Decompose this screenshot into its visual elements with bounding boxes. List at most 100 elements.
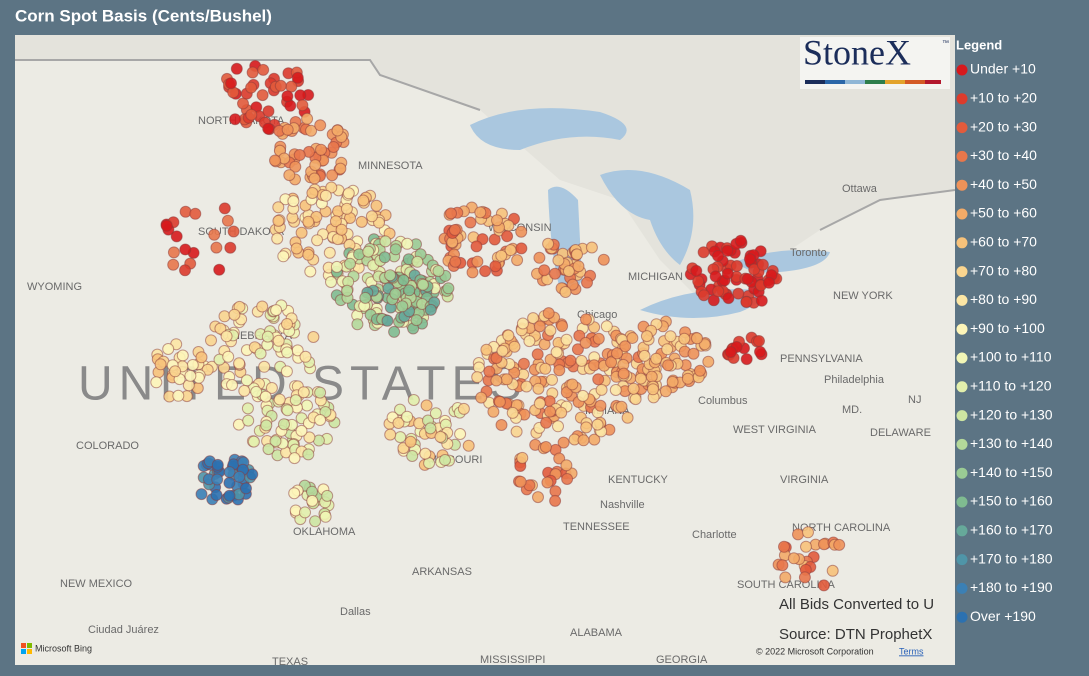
bid-dot xyxy=(490,374,503,387)
legend-swatch xyxy=(956,496,968,508)
bid-dot xyxy=(471,255,484,268)
legend-swatch xyxy=(956,352,968,364)
bid-dot xyxy=(269,154,281,167)
bid-dot xyxy=(273,393,286,406)
map-label: VIRGINIA xyxy=(780,474,829,486)
bid-dot xyxy=(592,332,605,345)
bing-logo: Microsoft Bing xyxy=(21,643,92,654)
bid-dot xyxy=(475,391,488,404)
legend-label: +100 to +110 xyxy=(970,349,1052,365)
bid-dot xyxy=(213,263,226,276)
bid-dot xyxy=(800,540,812,553)
bid-dot xyxy=(740,296,753,308)
bid-dot xyxy=(301,112,314,125)
bid-dot xyxy=(277,250,290,263)
legend-label: +180 to +190 xyxy=(970,579,1053,595)
bid-dot xyxy=(288,452,301,465)
bid-dot xyxy=(186,359,199,371)
bid-dot xyxy=(272,214,285,227)
bid-dot xyxy=(571,343,584,356)
bid-dot xyxy=(223,489,236,502)
bid-dot xyxy=(359,291,372,304)
bid-dot xyxy=(321,489,334,502)
bid-dot xyxy=(712,285,725,298)
map-label: Ciudad Juárez xyxy=(88,624,159,636)
bid-dot xyxy=(544,324,557,337)
bid-dot xyxy=(314,386,327,399)
bid-dot xyxy=(167,258,180,271)
legend-swatch xyxy=(956,237,968,249)
bid-dot xyxy=(326,169,339,182)
bid-dot xyxy=(798,571,811,584)
legend-swatch xyxy=(956,525,968,537)
bid-dot xyxy=(730,260,743,272)
bid-dot xyxy=(510,425,523,438)
bid-dot xyxy=(496,344,509,357)
bid-dot xyxy=(466,266,479,279)
bid-dot xyxy=(384,428,397,441)
bid-dot xyxy=(779,571,792,584)
bid-dot xyxy=(406,450,419,462)
bid-dot xyxy=(265,382,278,394)
bid-dot xyxy=(327,141,340,153)
bid-dot xyxy=(306,494,319,507)
bid-dot xyxy=(520,380,533,393)
bid-dot xyxy=(342,187,355,200)
bid-dot xyxy=(293,149,306,161)
bid-dot xyxy=(330,260,343,273)
bid-dot xyxy=(271,232,284,245)
bid-dot xyxy=(221,214,234,227)
bid-dot xyxy=(721,244,734,257)
bid-dot xyxy=(533,397,546,410)
legend-swatch xyxy=(956,122,968,134)
bid-dot xyxy=(514,475,527,488)
map-label: NEW MEXICO xyxy=(60,578,133,590)
bid-dot xyxy=(500,373,513,386)
bid-dot xyxy=(150,376,163,389)
bid-dot xyxy=(661,343,674,356)
bid-dot xyxy=(678,332,691,345)
bid-dot xyxy=(410,314,423,327)
map-label: Dallas xyxy=(340,606,371,618)
bid-dot xyxy=(254,347,267,360)
bid-dot xyxy=(241,402,254,415)
bid-dot xyxy=(351,318,364,331)
terms-link[interactable]: Terms xyxy=(899,646,924,656)
legend-label: +10 to +20 xyxy=(970,90,1037,106)
bid-dot xyxy=(388,325,401,338)
bid-dot xyxy=(259,390,272,403)
map-label: PENNSYLVANIA xyxy=(780,353,863,365)
bid-dot xyxy=(627,382,640,395)
legend-swatch xyxy=(956,554,968,566)
bid-dot xyxy=(340,202,353,215)
bid-dot xyxy=(397,274,410,287)
bid-dot xyxy=(439,454,451,466)
bid-dot xyxy=(424,422,437,435)
map-label: Toronto xyxy=(790,247,827,259)
bid-dot xyxy=(763,276,775,289)
bid-dot xyxy=(516,317,529,330)
bid-dot xyxy=(396,300,409,313)
bing-text: Microsoft Bing xyxy=(35,643,92,653)
bid-dot xyxy=(169,365,182,378)
map-label: MISSISSIPPI xyxy=(480,654,545,666)
bid-dot xyxy=(281,90,294,103)
bid-dot xyxy=(566,278,579,291)
bid-dot xyxy=(315,143,327,156)
bid-dot xyxy=(306,187,319,199)
bid-dot xyxy=(562,265,575,278)
bid-dot xyxy=(585,241,598,254)
bid-dot xyxy=(732,287,745,300)
legend-label: +110 to +120 xyxy=(970,378,1052,394)
bid-dot xyxy=(434,430,447,443)
bid-dot xyxy=(571,248,583,261)
map-label: Charlotte xyxy=(692,529,737,541)
bid-dot xyxy=(403,284,416,297)
map-label: OKLAHOMA xyxy=(293,526,356,538)
bid-dot xyxy=(323,246,336,259)
map-label: NORTH CAROLINA xyxy=(792,522,891,534)
bid-dot xyxy=(802,526,814,539)
bid-dot xyxy=(335,223,348,236)
bid-dot xyxy=(559,286,572,298)
